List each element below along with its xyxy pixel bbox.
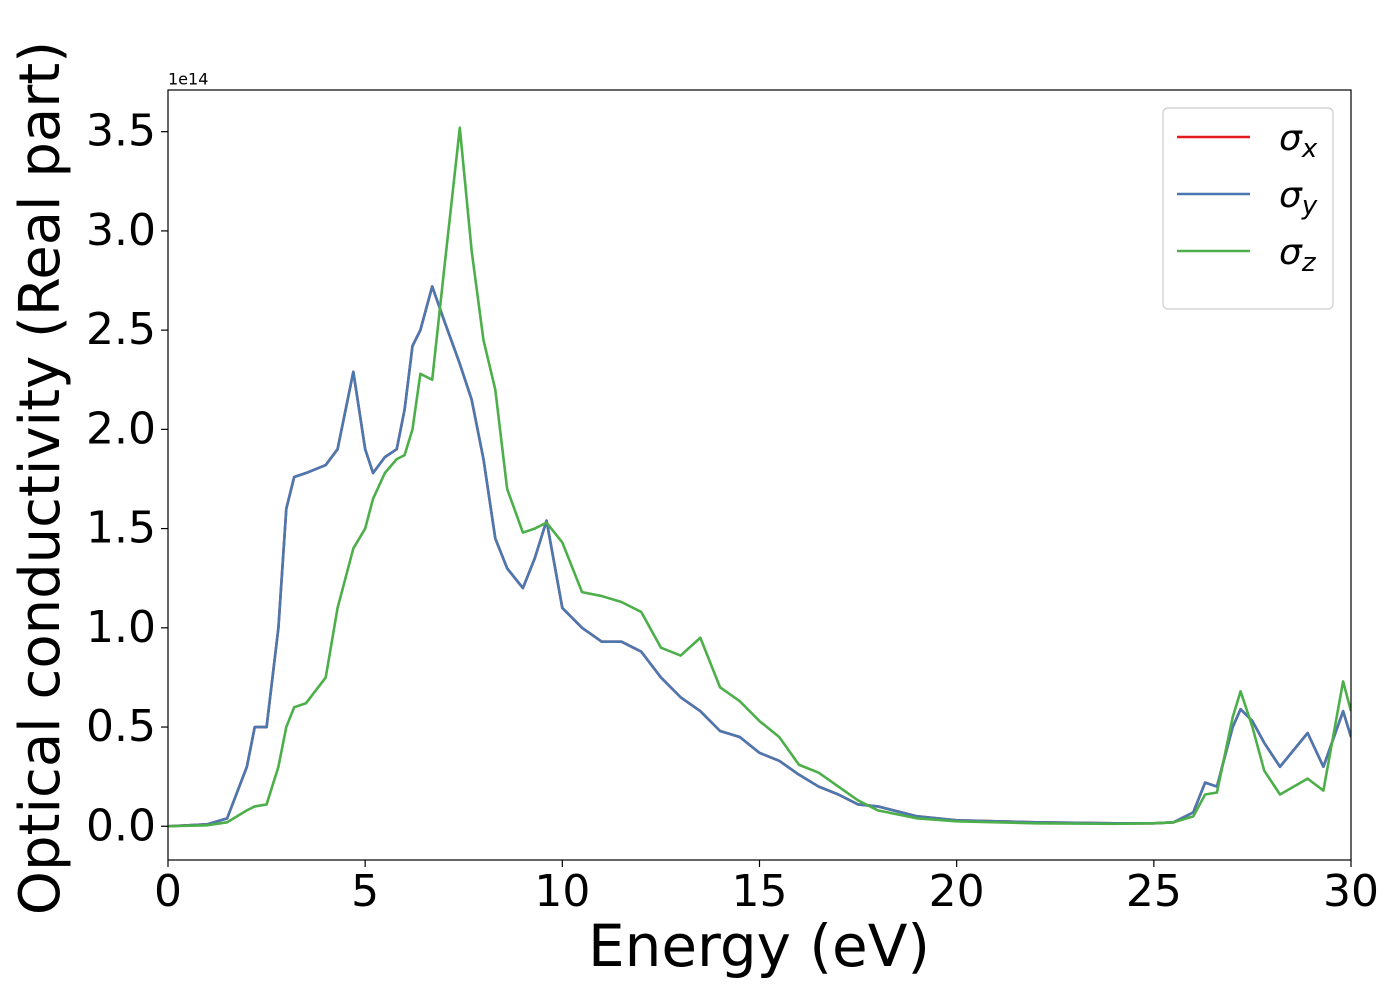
y-tick-label: 1.0: [86, 602, 156, 653]
y-axis-label: Optical conductivity (Real part): [8, 41, 73, 915]
legend-label: σy: [1279, 175, 1318, 221]
y-tick-label: 3.0: [86, 205, 156, 256]
x-tick-label: 10: [534, 866, 590, 917]
x-tick-label: 0: [154, 866, 182, 917]
data-line: [168, 126, 1351, 828]
y-tick-label: 1.5: [86, 503, 156, 554]
x-tick-label: 30: [1323, 866, 1379, 917]
data-line: [168, 285, 1351, 828]
y-tick-label: 3.5: [86, 106, 156, 157]
legend-label: σz: [1279, 232, 1317, 278]
x-tick-label: 15: [732, 866, 788, 917]
x-tick-label: 5: [351, 866, 379, 917]
y-tick-label: 2.0: [86, 403, 156, 454]
y-tick-label: 2.5: [86, 304, 156, 355]
x-axis-label: Energy (eV): [588, 912, 930, 980]
x-tick-label: 20: [929, 866, 985, 917]
x-tick-label: 25: [1126, 866, 1182, 917]
legend-box: [1162, 107, 1334, 310]
y-tick-label: 0.5: [86, 701, 156, 752]
y-offset-text: 1e14: [168, 70, 208, 89]
data-line: [168, 285, 1351, 828]
legend-label: σx: [1279, 118, 1318, 164]
plot-frame: [167, 89, 1352, 861]
y-tick-label: 0.0: [86, 800, 156, 851]
